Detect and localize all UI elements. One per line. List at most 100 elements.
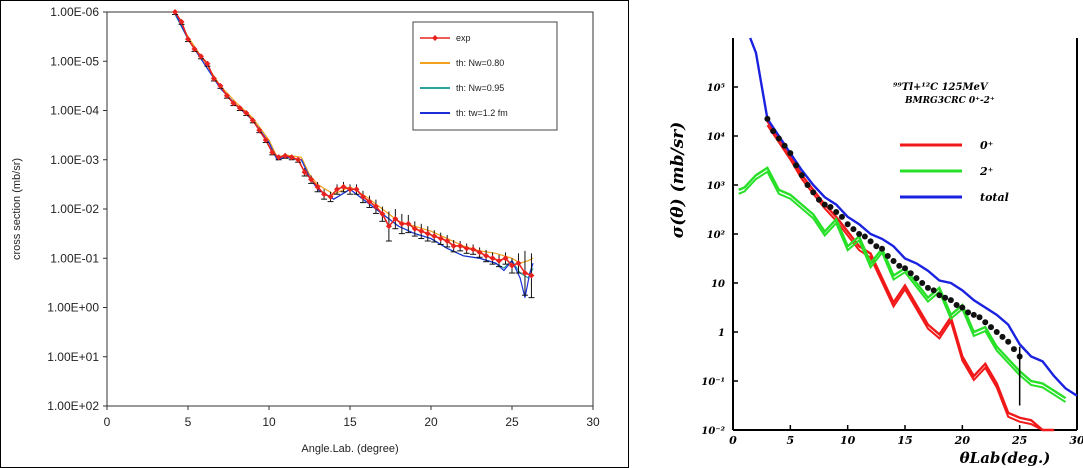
right-legend-label: 2⁺ <box>979 165 994 178</box>
left-exp-point <box>178 18 185 25</box>
right-exp-point <box>804 182 811 188</box>
left-y-tick-label: 1.00E+02 <box>47 399 99 413</box>
right-y-tick-label: 10⁴ <box>707 132 725 143</box>
left-exp-point <box>262 137 269 144</box>
left-x-tick-label: 20 <box>424 415 438 429</box>
right-y-tick-label: 10⁻¹ <box>701 377 725 388</box>
right-legend-label: 0⁺ <box>980 139 994 152</box>
right-exp-point <box>775 135 782 142</box>
right-y-tick-label: 10 <box>711 279 725 290</box>
right-exp-point <box>1005 338 1012 345</box>
right-exp-point <box>947 297 954 304</box>
left-exp-point <box>379 210 386 217</box>
left-series-group <box>172 9 535 299</box>
left-exp-point <box>470 246 477 253</box>
right-exp-point <box>930 287 937 294</box>
left-exp-point <box>444 238 451 245</box>
right-series-line-2 <box>738 166 1067 400</box>
right-exp-point <box>793 162 800 169</box>
right-series-line-3 <box>749 37 1078 397</box>
left-exp-point <box>476 249 483 256</box>
right-exp-point <box>873 243 880 250</box>
right-exp-point <box>770 128 777 135</box>
left-y-axis-title: cross section (mb/sr) <box>11 158 23 260</box>
left-exp-point <box>172 9 179 15</box>
left-exp-point <box>334 186 341 193</box>
right-series-line-double-2 <box>738 170 1067 403</box>
left-x-tick-label: 5 <box>185 415 192 429</box>
left-exp-point <box>314 183 321 190</box>
left-exp-point <box>301 169 308 176</box>
left-exp-point <box>398 220 405 227</box>
right-exp-point <box>976 314 983 321</box>
right-exp-point <box>993 329 1000 335</box>
left-exp-point <box>256 127 263 134</box>
left-exp-point <box>321 191 328 198</box>
right-exp-point <box>827 204 834 211</box>
left-exp-point <box>347 186 353 193</box>
right-exp-point <box>942 294 949 301</box>
right-x-tick-labels: 0 5 10 15 20 25 30 <box>729 425 1083 447</box>
right-exp-point <box>919 280 926 286</box>
right-x-tick-label: 0 <box>729 434 737 447</box>
left-exp-point <box>275 154 282 161</box>
left-exp-point <box>353 186 360 193</box>
left-exp-point <box>424 230 431 237</box>
right-exp-point <box>850 226 857 233</box>
left-exp-point <box>372 203 379 210</box>
left-exp-point <box>405 220 412 227</box>
left-exp-point <box>437 235 444 242</box>
left-exp-point <box>502 255 509 262</box>
right-exp-point <box>959 304 966 311</box>
left-x-tick-label: 10 <box>262 415 276 429</box>
right-exp-point <box>884 253 891 260</box>
left-exp-point <box>431 233 438 240</box>
right-exp-point <box>838 213 845 220</box>
left-y-tick-label: 1.00E-02 <box>50 202 99 216</box>
right-legend-label: total <box>980 191 1009 204</box>
right-x-tick-label: 5 <box>787 434 795 447</box>
left-exp-point <box>392 215 399 222</box>
right-exp-point <box>988 324 994 331</box>
left-y-tick-label: 1.00E-04 <box>50 104 99 118</box>
left-x-axis-title: Angle.Lab. (degree) <box>301 443 398 455</box>
left-exp-point <box>223 92 230 99</box>
left-exp-point <box>288 154 295 161</box>
right-x-tick-label: 15 <box>897 434 912 447</box>
right-y-tick-label: 10⁻² <box>701 426 725 437</box>
right-exp-point <box>879 245 886 252</box>
right-exp-point <box>816 196 822 203</box>
right-y-tick-label: 10⁵ <box>707 83 726 94</box>
right-exp-point <box>965 309 972 316</box>
right-exp-point <box>953 302 960 309</box>
right-y-tick-labels: 10⁵ 10⁴ 10³ 10² 10 1 10⁻¹ 10⁻² <box>701 83 738 437</box>
left-exp-point <box>236 105 243 112</box>
left-exp-point <box>295 156 302 163</box>
right-exp-point <box>856 231 863 237</box>
right-x-tick-label: 25 <box>1011 434 1027 447</box>
right-exp-point <box>896 262 903 269</box>
right-exp-point <box>936 292 943 299</box>
right-exp-point <box>821 201 828 208</box>
right-y-tick-label: 10² <box>707 230 726 241</box>
left-exp-point <box>269 149 276 156</box>
right-exp-point <box>970 311 977 318</box>
left-exp-point <box>411 225 418 232</box>
right-exp-point <box>999 333 1006 340</box>
left-exp-point <box>457 242 464 249</box>
left-exp-point <box>521 270 528 277</box>
right-x-tick-label: 20 <box>954 434 971 447</box>
left-legend-label: th: tw=1.2 fm <box>456 108 508 118</box>
left-exp-point <box>450 242 457 249</box>
right-exp-point <box>902 265 908 272</box>
left-exp-point <box>197 53 204 60</box>
right-x-axis-title: θLab(deg.) <box>960 449 1051 467</box>
right-x-tick-label: 30 <box>1069 434 1083 447</box>
left-x-tick-labels: 0 5 10 15 20 25 30 <box>104 406 600 429</box>
right-annotation-model: BMRG3CRC 0⁺-2⁺ <box>904 96 995 106</box>
right-exp-point <box>798 172 805 179</box>
right-exp-point <box>810 189 817 196</box>
left-exp-point <box>483 252 490 259</box>
right-y-tick-label: 1 <box>718 328 725 339</box>
left-x-tick-label: 30 <box>586 415 600 429</box>
